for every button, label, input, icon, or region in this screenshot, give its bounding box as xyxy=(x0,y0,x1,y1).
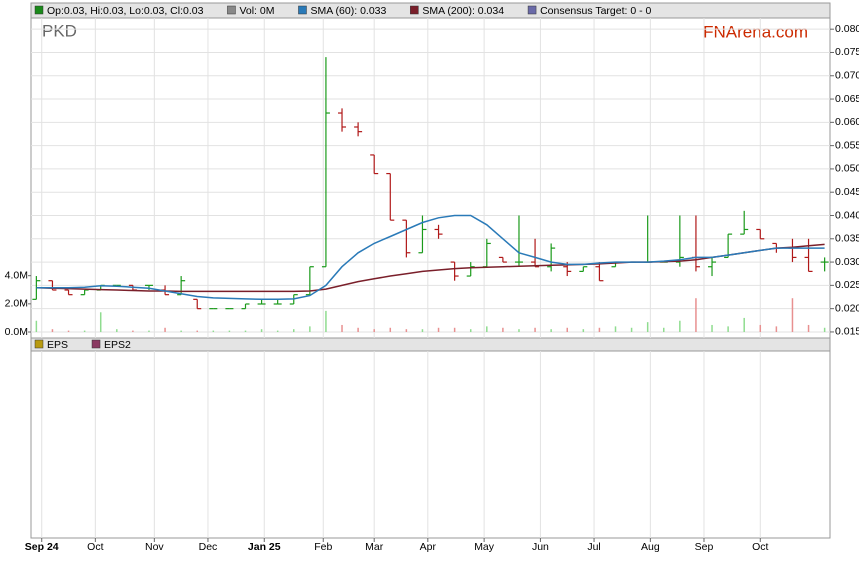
y-tick-label: 0.045 xyxy=(835,186,859,198)
symbol: PKD xyxy=(42,21,77,40)
y-tick-label: 0.020 xyxy=(835,302,859,314)
legend-swatch xyxy=(227,5,236,15)
y-tick-label: 0.075 xyxy=(835,46,859,58)
y2-tick-label: 2.0M xyxy=(5,298,28,310)
x-tick-label: Feb xyxy=(314,541,332,553)
legend-label: Vol: 0M xyxy=(239,5,274,17)
legend-label: SMA (60): 0.033 xyxy=(310,5,386,17)
legend-swatch xyxy=(91,339,101,349)
y-tick-label: 0.080 xyxy=(835,23,859,35)
legend-label: SMA (200): 0.034 xyxy=(422,5,504,17)
x-tick-label: Sep xyxy=(695,541,714,553)
legend-label: Consensus Target: 0 - 0 xyxy=(540,5,651,17)
x-tick-label: Mar xyxy=(365,541,384,553)
x-tick-label: Dec xyxy=(199,541,218,553)
y-tick-label: 0.040 xyxy=(835,209,859,221)
legend-swatch xyxy=(298,5,307,15)
eps-legend-bar xyxy=(30,337,831,352)
legend-swatch xyxy=(34,5,44,15)
legend-swatch xyxy=(34,339,44,349)
y2-tick-label: 4.0M xyxy=(5,269,28,281)
x-tick-label: Jul xyxy=(587,541,600,553)
y-tick-label: 0.065 xyxy=(835,93,859,105)
x-tick-label: Jan 25 xyxy=(248,541,281,553)
x-tick-label: Nov xyxy=(145,541,164,553)
sma-line xyxy=(36,214,825,301)
eps-panel xyxy=(30,337,831,539)
x-tick-label: Apr xyxy=(420,541,437,553)
y-tick-label: 0.070 xyxy=(835,70,859,82)
legend-label: EPS2 xyxy=(104,339,131,351)
legend-label: Op:0.03, Hi:0.03, Lo:0.03, Cl:0.03 xyxy=(47,5,204,17)
x-tick-label: Oct xyxy=(752,541,768,553)
y-tick-label: 0.050 xyxy=(835,163,859,175)
legend-label: EPS xyxy=(47,339,68,351)
y-tick-label: 0.015 xyxy=(835,326,859,338)
legend-swatch xyxy=(527,5,537,15)
y-tick-label: 0.030 xyxy=(835,256,859,268)
x-tick-label: May xyxy=(474,541,495,553)
x-tick-label: Oct xyxy=(87,541,103,553)
price-panel xyxy=(30,2,831,339)
y-tick-label: 0.055 xyxy=(835,139,859,151)
legend-swatch xyxy=(410,5,419,15)
y-tick-label: 0.035 xyxy=(835,233,859,245)
x-tick-label: Jun xyxy=(532,541,549,553)
x-tick-label: Sep 24 xyxy=(25,541,59,553)
x-tick-label: Aug xyxy=(641,541,660,553)
y-tick-label: 0.025 xyxy=(835,279,859,291)
y2-tick-label: 0.0M xyxy=(5,326,28,338)
y-tick-label: 0.060 xyxy=(835,116,859,128)
watermark: FNArena.com xyxy=(703,22,808,41)
